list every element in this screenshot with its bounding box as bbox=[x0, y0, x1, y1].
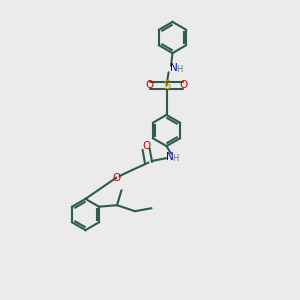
Text: N: N bbox=[166, 152, 173, 162]
Text: S: S bbox=[163, 79, 170, 92]
Text: N: N bbox=[170, 63, 178, 73]
Text: H: H bbox=[172, 154, 179, 163]
Text: H: H bbox=[176, 65, 182, 74]
Text: O: O bbox=[142, 140, 150, 151]
Text: O: O bbox=[146, 80, 154, 91]
Text: O: O bbox=[179, 80, 187, 91]
Text: O: O bbox=[112, 172, 121, 183]
